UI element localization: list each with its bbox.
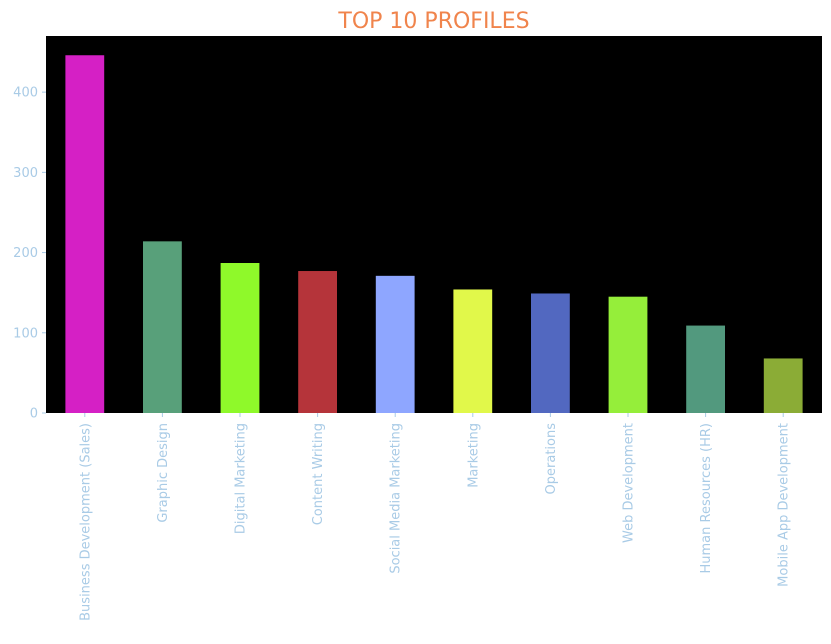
bar-10	[763, 358, 803, 413]
y-tick-label: 0	[30, 407, 38, 422]
bar-5	[375, 275, 415, 413]
bar-3	[220, 263, 260, 413]
chart-title: TOP 10 PROFILES	[337, 9, 529, 34]
x-tick-label: Operations	[544, 423, 559, 495]
bar-9	[686, 325, 725, 413]
bar-7	[531, 293, 570, 413]
x-tick-label: Human Resources (HR)	[699, 423, 714, 574]
x-tick-label: Marketing	[466, 423, 481, 488]
bar-8	[608, 296, 648, 413]
x-tick-label: Web Development	[622, 423, 637, 543]
bar-6	[453, 289, 493, 413]
x-tick-label: Business Development (Sales)	[78, 423, 93, 621]
x-tick-label: Content Writing	[311, 423, 326, 525]
y-tick-label: 300	[13, 166, 38, 181]
x-tick-label: Digital Marketing	[234, 423, 249, 534]
bar-2	[143, 241, 182, 413]
bar-1	[65, 55, 105, 413]
x-tick-label: Mobile App Development	[777, 423, 792, 587]
bars	[65, 55, 803, 413]
y-tick-label: 200	[13, 246, 38, 261]
x-tick-label: Graphic Design	[156, 423, 171, 523]
y-tick-label: 100	[13, 326, 38, 341]
bar-4	[298, 271, 337, 413]
y-tick-label: 400	[13, 86, 38, 101]
y-axis: 0 100 200 300 400	[13, 86, 46, 422]
x-axis: Business Development (Sales) Graphic Desi…	[78, 413, 792, 621]
x-tick-label: Social Media Marketing	[389, 423, 404, 574]
